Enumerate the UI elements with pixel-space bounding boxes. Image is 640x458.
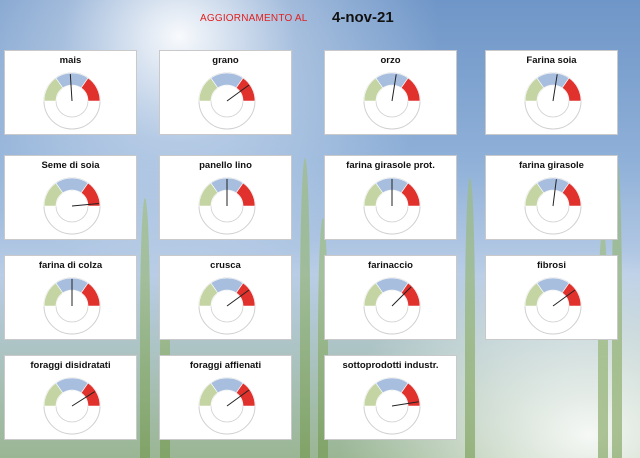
gauge-dial	[198, 377, 256, 435]
gauge-needle	[69, 74, 73, 102]
gauge-needle	[71, 391, 96, 407]
gauge-needle	[552, 74, 558, 102]
gauge-panel: grano	[159, 50, 292, 135]
gauge-needle	[226, 389, 250, 407]
gauge-sector-high	[235, 382, 256, 407]
gauge-panel: orzo	[324, 50, 457, 135]
gauge-dial	[43, 72, 101, 130]
gauge-title: foraggi affienati	[189, 360, 262, 371]
gauge-sector-high	[400, 182, 421, 207]
gauge-sector-high	[80, 282, 101, 307]
gauge-sector-high	[561, 182, 582, 207]
gauge-title: mais	[59, 55, 82, 66]
gauge-needle	[71, 202, 99, 207]
gauge-sector-high	[400, 77, 421, 102]
gauge-panel: crusca	[159, 255, 292, 340]
gauge-dial	[198, 72, 256, 130]
gauge-sector-high	[235, 282, 256, 307]
gauge-dial	[43, 277, 101, 335]
gauge-sector-high	[80, 182, 101, 207]
gauge-sector-high	[561, 77, 582, 102]
gauge-panel: Seme di soia	[4, 155, 137, 240]
gauge-panel: farina girasole prot.	[324, 155, 457, 240]
gauge-title: farina girasole	[519, 160, 584, 171]
gauge-title: orzo	[380, 55, 401, 66]
gauge-title: crusca	[210, 260, 241, 271]
gauge-panel: farinaccio	[324, 255, 457, 340]
gauge-title: grano	[212, 55, 239, 66]
update-label: AGGIORNAMENTO AL	[200, 13, 308, 24]
update-date: 4-nov-21	[332, 9, 394, 26]
gauge-title: panello lino	[199, 160, 252, 171]
gauge-title: Farina soia	[526, 55, 577, 66]
gauge-dial	[43, 377, 101, 435]
gauge-dial	[524, 277, 582, 335]
gauge-dial	[524, 72, 582, 130]
gauge-sector-high	[400, 382, 421, 407]
gauge-panel: mais	[4, 50, 137, 135]
gauge-panel: Farina soia	[485, 50, 618, 135]
gauge-dial	[43, 177, 101, 235]
gauge-title: farinaccio	[368, 260, 413, 271]
gauge-panel: foraggi affienati	[159, 355, 292, 440]
gauge-needle	[391, 74, 397, 102]
gauge-needle	[552, 179, 557, 207]
gauge-sector-high	[80, 77, 101, 102]
gauge-title: fibrosi	[536, 260, 567, 271]
gauge-needle	[226, 289, 250, 307]
header: AGGIORNAMENTO AL 4-nov-21	[0, 0, 640, 38]
gauge-needle	[391, 286, 412, 307]
gauge-panel: sottoprodotti industr.	[324, 355, 457, 440]
gauge-title: foraggi disidratati	[30, 360, 111, 371]
gauge-panel: fibrosi	[485, 255, 618, 340]
gauge-needle	[552, 289, 576, 307]
gauge-dial	[363, 377, 421, 435]
gauge-panel: farina di colza	[4, 255, 137, 340]
gauge-title: farina di colza	[38, 260, 103, 271]
gauge-dial	[363, 277, 421, 335]
gauge-panel: panello lino	[159, 155, 292, 240]
gauge-sector-high	[235, 182, 256, 207]
gauge-dial	[363, 72, 421, 130]
gauge-sector-high	[561, 282, 582, 307]
gauge-title: Seme di soia	[41, 160, 100, 171]
gauge-title: farina girasole prot.	[346, 160, 435, 171]
gauge-dial	[198, 177, 256, 235]
gauge-dial	[524, 177, 582, 235]
gauge-title: sottoprodotti industr.	[342, 360, 439, 371]
gauge-panel: farina girasole	[485, 155, 618, 240]
gauge-sector-high	[235, 77, 256, 102]
gauge-dial	[198, 277, 256, 335]
gauge-needle	[226, 84, 250, 102]
gauge-panel: foraggi disidratati	[4, 355, 137, 440]
gauge-dial	[363, 177, 421, 235]
gauge-needle	[391, 401, 419, 407]
